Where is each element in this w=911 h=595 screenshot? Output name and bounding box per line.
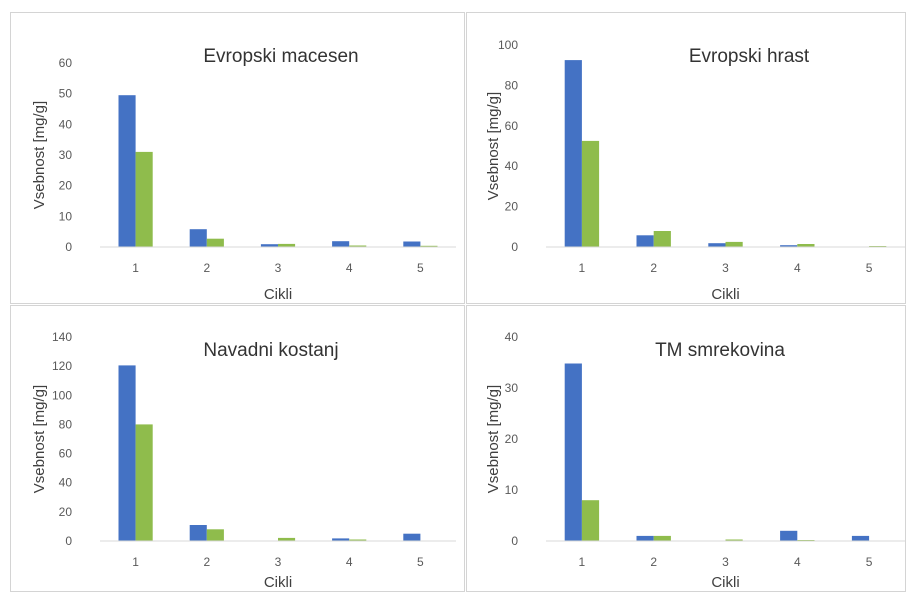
x-axis-title: Cikli	[264, 574, 292, 591]
y-tick-label: 40	[59, 117, 73, 131]
y-tick-label: 20	[59, 505, 73, 519]
y-tick-label: 40	[505, 159, 519, 173]
bar-series-1-cycle-2	[189, 229, 207, 247]
y-tick-label: 0	[511, 534, 518, 548]
chart-panel-tm-smrekovina: TM smrekovina 0 10 20 30 40 1 2 3 4 5 Cikli Vsebnost…	[466, 305, 906, 592]
y-tick-label: 60	[505, 119, 519, 133]
x-tick-label: 4	[346, 555, 353, 569]
y-tick-label: 30	[59, 148, 73, 162]
chart-svg-evropski-macesen: Evropski macesen 0 10 20 30 40 50 60 1 2 3 4 5 Cikli V…	[31, 46, 456, 303]
chart-title: Navadni kostanj	[203, 340, 338, 361]
chart-title: Evropski hrast	[689, 46, 810, 67]
chart-panel-evropski-macesen: Evropski macesen 0 10 20 30 40 50 60 1 2 3 4 5 Cikli V…	[10, 12, 465, 304]
x-tick-label: 3	[722, 555, 729, 569]
x-tick-label: 1	[579, 261, 586, 275]
y-tick-label: 0	[65, 240, 72, 254]
y-tick-label: 50	[59, 87, 73, 101]
bar-series-1-cycle-2	[636, 535, 654, 541]
x-tick-label: 1	[132, 261, 139, 275]
x-tick-label: 2	[203, 261, 210, 275]
chart-title: Evropski macesen	[203, 46, 358, 67]
x-tick-label: 3	[275, 555, 282, 569]
bar-series-1-cycle-5	[403, 241, 421, 247]
x-tick-label: 2	[650, 555, 657, 569]
x-tick-label: 4	[346, 261, 353, 275]
chart-title: TM smrekovina	[655, 340, 785, 361]
x-tick-label: 2	[650, 261, 657, 275]
bar-series-2-cycle-2	[653, 535, 671, 541]
bar-series-1-cycle-4	[332, 538, 350, 541]
x-tick-label: 5	[417, 555, 424, 569]
bar-series-2-cycle-2	[206, 529, 224, 541]
chart-panel-evropski-hrast: Evropski hrast 0 20 40 60 80 100 1 2 3 4 5 Cikli Vseb…	[466, 12, 906, 304]
bar-series-1-cycle-1	[564, 60, 582, 247]
x-tick-label: 2	[203, 555, 210, 569]
y-tick-label: 0	[511, 240, 518, 254]
x-tick-label: 5	[866, 555, 873, 569]
y-tick-label: 80	[505, 78, 519, 92]
y-tick-label: 60	[59, 56, 73, 70]
bar-series-2-cycle-1	[581, 500, 600, 541]
y-axis-title: Vsebnost [mg/g]	[485, 92, 502, 200]
x-tick-label: 3	[722, 261, 729, 275]
y-axis-title: Vsebnost [mg/g]	[31, 101, 48, 209]
y-tick-label: 10	[59, 209, 73, 223]
bar-series-1-cycle-3	[260, 244, 278, 247]
bar-series-2-cycle-2	[206, 238, 224, 247]
bar-series-1-cycle-4	[332, 241, 350, 247]
bar-series-1-cycle-1	[118, 95, 136, 247]
chart-svg-navadni-kostanj: Navadni kostanj 0 20 40 60 80 100 120 140 1 2 3 4 5 Ci…	[31, 330, 456, 591]
x-axis-title: Cikli	[264, 286, 292, 303]
bar-series-2-cycle-1	[135, 151, 153, 247]
bar-series-2-cycle-1	[135, 424, 153, 541]
bar-series-2-cycle-2	[653, 231, 671, 247]
x-tick-label: 5	[866, 261, 873, 275]
bar-series-2-cycle-3	[725, 539, 743, 541]
bar-series-2-cycle-4	[797, 244, 815, 247]
y-tick-label: 10	[505, 483, 519, 497]
bar-series-1-cycle-2	[189, 525, 207, 541]
bar-series-2-cycle-3	[725, 241, 743, 247]
bar-series-2-cycle-3	[278, 537, 296, 541]
y-tick-label: 140	[52, 330, 72, 344]
y-axis-title: Vsebnost [mg/g]	[31, 385, 48, 493]
x-tick-label: 5	[417, 261, 424, 275]
bar-series-2-cycle-5	[420, 245, 438, 247]
bar-series-1-cycle-3	[708, 243, 726, 247]
y-tick-label: 120	[52, 359, 72, 373]
x-tick-label: 1	[579, 555, 586, 569]
y-tick-label: 30	[505, 381, 519, 395]
y-tick-label: 40	[59, 476, 73, 490]
bar-series-2-cycle-1	[581, 140, 600, 247]
chart-svg-tm-smrekovina: TM smrekovina 0 10 20 30 40 1 2 3 4 5 Cikli Vsebnost…	[485, 330, 905, 591]
bar-series-1-cycle-5	[403, 533, 421, 541]
x-tick-label: 1	[132, 555, 139, 569]
y-tick-label: 20	[505, 200, 519, 214]
bar-series-1-cycle-4	[780, 245, 798, 247]
bar-series-2-cycle-4	[349, 539, 367, 541]
y-tick-label: 0	[65, 534, 72, 548]
y-tick-label: 100	[498, 38, 518, 52]
x-axis-title: Cikli	[711, 286, 739, 303]
bar-series-1-cycle-5	[851, 535, 870, 541]
x-tick-label: 3	[275, 261, 282, 275]
bar-series-1-cycle-1	[118, 365, 136, 541]
y-tick-label: 20	[505, 432, 519, 446]
x-tick-label: 4	[794, 261, 801, 275]
y-tick-label: 60	[59, 447, 73, 461]
chart-panel-navadni-kostanj: Navadni kostanj 0 20 40 60 80 100 120 140 1 2 3 4 5 Ci…	[10, 305, 465, 592]
chart-svg-evropski-hrast: Evropski hrast 0 20 40 60 80 100 1 2 3 4 5 Cikli Vseb…	[485, 38, 905, 303]
bar-series-2-cycle-3	[278, 243, 296, 247]
x-tick-label: 4	[794, 555, 801, 569]
bar-series-1-cycle-2	[636, 235, 654, 247]
bar-series-1-cycle-4	[780, 530, 798, 541]
y-tick-label: 20	[59, 179, 73, 193]
y-tick-label: 80	[59, 417, 73, 431]
y-axis-title: Vsebnost [mg/g]	[485, 385, 502, 493]
y-tick-label: 40	[505, 330, 519, 344]
y-tick-label: 100	[52, 388, 72, 402]
bar-series-2-cycle-4	[349, 245, 367, 247]
x-axis-title: Cikli	[711, 574, 739, 591]
bar-series-1-cycle-1	[564, 363, 582, 541]
